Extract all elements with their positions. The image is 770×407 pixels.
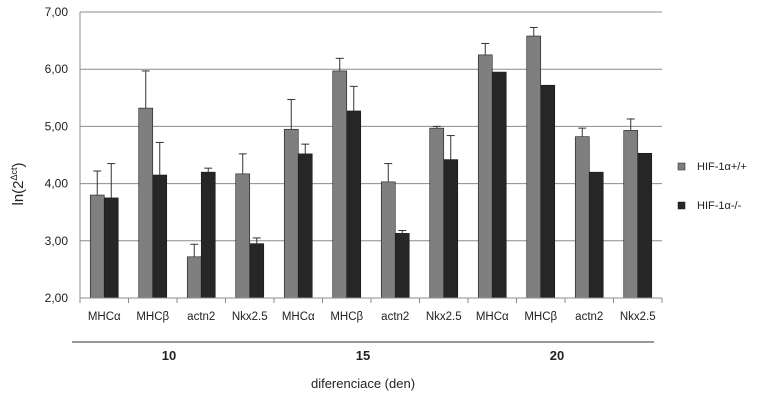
category-label: actn2 bbox=[575, 311, 603, 323]
category-label: MHCβ bbox=[330, 311, 363, 323]
group-label: 10 bbox=[162, 348, 176, 363]
category-label: MHCβ bbox=[524, 311, 557, 323]
bar bbox=[623, 130, 639, 299]
axes bbox=[79, 12, 663, 303]
y-tick-label: 7,00 bbox=[45, 5, 69, 19]
y-tick-label: 4,00 bbox=[45, 177, 69, 191]
y-axis-label: ln(2Δct) bbox=[9, 162, 27, 205]
bar bbox=[574, 136, 590, 299]
legend-swatch bbox=[677, 201, 686, 210]
bars bbox=[89, 35, 653, 299]
legend-swatch bbox=[677, 162, 686, 171]
category-label: MHCα bbox=[88, 311, 121, 323]
y-tick-label: 2,00 bbox=[45, 291, 69, 305]
bar bbox=[103, 197, 119, 299]
group-label: 20 bbox=[550, 348, 564, 363]
legend-entry: HIF-1α+/+ bbox=[697, 161, 747, 173]
y-axis-label-base: ln(2 bbox=[10, 181, 27, 206]
category-label: actn2 bbox=[381, 311, 409, 323]
category-label: Nkx2.5 bbox=[426, 311, 462, 323]
category-label: MHCα bbox=[282, 311, 315, 323]
bar bbox=[588, 171, 604, 299]
bar bbox=[235, 173, 251, 299]
y-tick-labels: 2,00 3,00 4,00 5,00 6,00 7,00 bbox=[45, 5, 69, 305]
bar bbox=[491, 71, 507, 299]
category-label: actn2 bbox=[187, 311, 215, 323]
y-tick-label: 3,00 bbox=[45, 234, 69, 248]
y-tick-label: 6,00 bbox=[45, 62, 69, 76]
category-label: MHCα bbox=[476, 311, 509, 323]
bar bbox=[89, 194, 105, 299]
bar bbox=[477, 54, 493, 299]
bar bbox=[332, 70, 348, 299]
legend-entry: HIF-1α-/- bbox=[697, 200, 742, 212]
bar bbox=[297, 153, 313, 299]
bar bbox=[283, 128, 299, 299]
y-tick-label: 5,00 bbox=[45, 119, 69, 133]
category-label: Nkx2.5 bbox=[620, 311, 656, 323]
y-axis-label-end: ) bbox=[10, 162, 27, 167]
gridlines bbox=[80, 11, 662, 299]
x-axis-label: diferenciace (den) bbox=[311, 376, 415, 391]
bar bbox=[152, 174, 168, 299]
bar bbox=[380, 181, 396, 299]
legend: HIF-1α+/+ HIF-1α-/- bbox=[677, 161, 747, 212]
bar bbox=[138, 107, 154, 299]
bar bbox=[540, 84, 556, 299]
group-labels: 10 15 20 bbox=[72, 341, 654, 363]
category-label: MHCβ bbox=[136, 311, 169, 323]
bar bbox=[429, 127, 445, 299]
bar bbox=[394, 233, 410, 299]
bar bbox=[526, 35, 542, 299]
bar bbox=[443, 159, 459, 299]
bar bbox=[346, 110, 362, 299]
error-bars bbox=[93, 26, 635, 257]
bar bbox=[186, 256, 202, 299]
y-axis-label-sup: Δct bbox=[9, 167, 19, 181]
category-label: Nkx2.5 bbox=[232, 311, 268, 323]
category-labels: MHCα MHCβ actn2 Nkx2.5 MHCα MHCβ actn2 Nkx2.5 MH… bbox=[88, 311, 656, 323]
bar bbox=[200, 171, 216, 299]
group-label: 15 bbox=[356, 348, 370, 363]
bar bbox=[637, 152, 653, 299]
bar bbox=[249, 243, 265, 299]
